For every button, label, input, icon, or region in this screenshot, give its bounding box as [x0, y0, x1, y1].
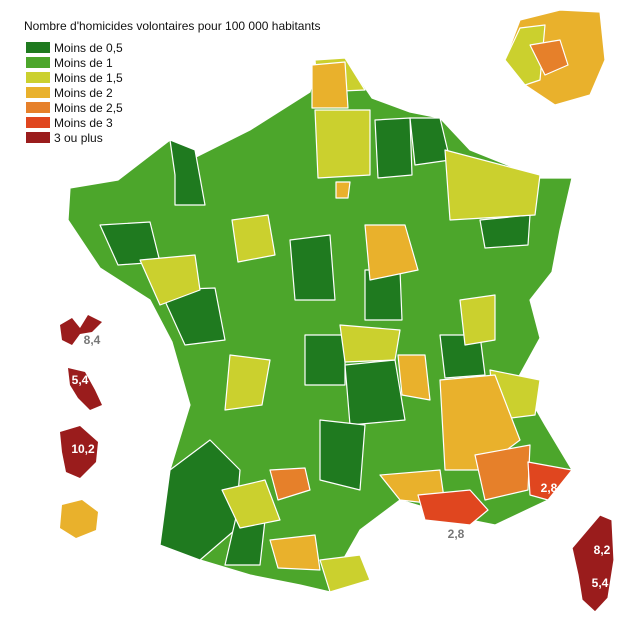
- legend-swatch: [26, 72, 50, 83]
- region: [339, 324, 401, 363]
- region: [231, 214, 276, 263]
- region: [444, 149, 541, 221]
- region: [311, 61, 349, 109]
- region: [319, 419, 366, 491]
- region: [335, 181, 351, 199]
- corsica: [571, 514, 615, 613]
- legend-label: Moins de 1: [54, 56, 113, 70]
- legend-swatch: [26, 102, 50, 113]
- region: [319, 554, 371, 593]
- legend-label: Moins de 2,5: [54, 101, 123, 115]
- map-title: Nombre d'homicides volontaires pour 100 …: [24, 19, 320, 33]
- guadeloupe: [60, 315, 102, 345]
- map-label: 5,4: [72, 373, 89, 387]
- guyane: [60, 426, 98, 478]
- region: [504, 24, 546, 86]
- map-label: 5,4: [592, 576, 609, 590]
- legend-swatch: [26, 87, 50, 98]
- region: [364, 224, 419, 281]
- legend-label: 3 ou plus: [54, 131, 103, 145]
- region: [474, 444, 531, 501]
- region: [479, 214, 531, 249]
- legend-label: Moins de 1,5: [54, 71, 123, 85]
- map-label: 10,2: [71, 442, 95, 456]
- region: [374, 117, 413, 179]
- region: [289, 234, 336, 301]
- legend-swatch: [26, 132, 50, 143]
- region: [269, 534, 321, 571]
- legend-label: Moins de 2: [54, 86, 113, 100]
- region: [224, 354, 271, 411]
- map-labels: 8,4 5,4 10,2 2,8 2,8 8,2 5,4: [71, 333, 610, 590]
- legend-swatch: [26, 42, 50, 53]
- region: [459, 294, 496, 346]
- region: [314, 109, 371, 179]
- legend-label: Moins de 0,5: [54, 41, 123, 55]
- region: [169, 139, 206, 206]
- region: [529, 39, 569, 76]
- map-label: 8,4: [84, 333, 101, 347]
- region: [417, 489, 489, 526]
- legend-swatch: [26, 117, 50, 128]
- region: [304, 334, 346, 386]
- martinique: [68, 368, 102, 410]
- region: [221, 479, 281, 529]
- reunion: [60, 500, 98, 538]
- region: [527, 461, 573, 501]
- region: [397, 354, 431, 401]
- legend-swatch: [26, 57, 50, 68]
- region: [139, 254, 201, 306]
- map-label: 2,8: [541, 481, 558, 495]
- region: [344, 359, 406, 426]
- legend-label: Moins de 3: [54, 116, 113, 130]
- map-label: 2,8: [448, 527, 465, 541]
- map-label: 8,2: [594, 543, 611, 557]
- region: [269, 467, 311, 501]
